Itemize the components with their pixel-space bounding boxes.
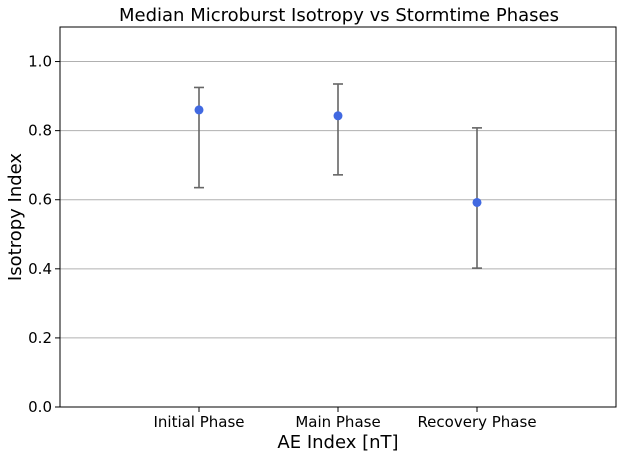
y-axis-label: Isotropy Index bbox=[5, 153, 26, 281]
x-tick-label: Recovery Phase bbox=[417, 413, 536, 431]
data-point bbox=[472, 197, 482, 207]
error-bar bbox=[194, 86, 204, 189]
x-tick-label: Main Phase bbox=[295, 413, 380, 431]
y-tick-label: 0.8 bbox=[28, 122, 52, 140]
y-axis-ticks: 0.0 0.2 0.4 0.6 0.8 1.0 bbox=[28, 53, 60, 416]
y-tick-label: 0.2 bbox=[28, 329, 52, 347]
data-points bbox=[194, 105, 482, 207]
y-tick-label: 0.6 bbox=[28, 191, 52, 209]
y-tick-label: 0.0 bbox=[28, 398, 52, 416]
data-point bbox=[333, 111, 343, 121]
chart-title: Median Microburst Isotropy vs Stormtime … bbox=[119, 5, 559, 26]
y-tick-label: 0.4 bbox=[28, 260, 52, 278]
x-axis-ticks: Initial Phase Main Phase Recovery Phase bbox=[153, 407, 537, 431]
error-bar bbox=[333, 83, 343, 176]
data-point bbox=[194, 105, 204, 115]
y-tick-label: 1.0 bbox=[28, 53, 52, 71]
x-axis-label: AE Index [nT] bbox=[277, 432, 398, 453]
x-tick-label: Initial Phase bbox=[153, 413, 244, 431]
plot-frame bbox=[59, 26, 617, 408]
grid-layer bbox=[60, 61, 616, 339]
